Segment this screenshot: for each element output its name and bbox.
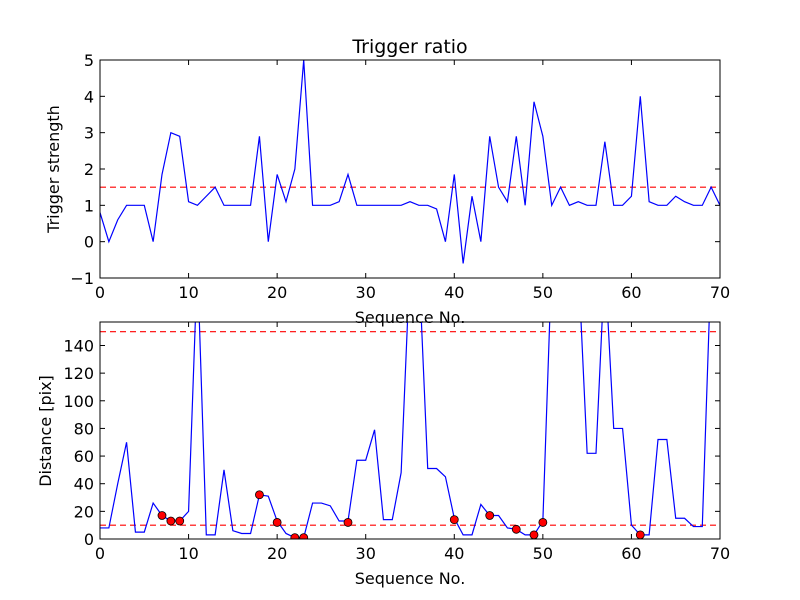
x-tick-label: 30: [356, 283, 376, 302]
data-point: [343, 518, 353, 527]
data-point: [511, 524, 521, 534]
y-tick-label: 20: [74, 502, 94, 521]
x-tick-label: 0: [95, 544, 105, 563]
y-axis-label: Trigger strength: [44, 105, 63, 234]
data-point: [166, 516, 176, 526]
data-point: [175, 516, 185, 526]
x-tick-label: 70: [710, 544, 730, 563]
y-tick-label: 1: [84, 196, 94, 215]
x-tick-label: 60: [621, 544, 641, 563]
y-tick-label: 4: [84, 87, 94, 106]
data-point: [538, 518, 548, 527]
y-axis-label: Distance [pix]: [36, 375, 55, 487]
y-tick-label: 3: [84, 124, 94, 143]
plot-area: [100, 60, 720, 264]
x-tick-label: 50: [533, 544, 553, 563]
y-tick-label: 100: [63, 392, 94, 411]
plot-area: [100, 322, 720, 539]
data-point: [255, 490, 264, 500]
y-tick-label: 80: [74, 419, 94, 438]
chart-title: Trigger ratio: [351, 36, 467, 58]
trigger-ratio-chart: Trigger ratio Sequence No. Trigger stren…: [44, 36, 730, 327]
data-point: [272, 518, 282, 527]
x-tick-label: 60: [621, 283, 641, 302]
x-tick-label: 20: [267, 544, 287, 563]
y-tick-label: 0: [84, 233, 94, 252]
y-tick-label: 60: [74, 447, 94, 466]
x-tick-label: 70: [710, 283, 730, 302]
y-tick-label: 40: [74, 475, 94, 494]
x-tick-label: 10: [178, 544, 198, 563]
x-tick-label: 30: [356, 544, 376, 563]
y-tick-label: 5: [84, 51, 94, 70]
data-point: [157, 511, 167, 520]
x-tick-label: 20: [267, 283, 287, 302]
y-tick-label: 140: [63, 336, 94, 355]
data-point: [529, 530, 539, 539]
x-tick-label: 40: [444, 544, 464, 563]
series-line: [100, 60, 720, 264]
x-tick-label: 40: [444, 283, 464, 302]
x-tick-label: 10: [178, 283, 198, 302]
x-tick-label: 50: [533, 283, 553, 302]
x-tick-label: 0: [95, 283, 105, 302]
y-tick-label: −1: [70, 269, 94, 288]
series-line: [100, 322, 710, 539]
x-axis-label: Sequence No.: [355, 569, 466, 588]
y-tick-label: 0: [84, 530, 94, 549]
y-tick-label: 120: [63, 364, 94, 383]
data-point: [485, 511, 495, 520]
plot-frame: [99, 321, 721, 540]
x-axis-label: Sequence No.: [355, 308, 466, 327]
data-point: [290, 533, 300, 539]
y-tick-label: 2: [84, 160, 94, 179]
distance-chart: Sequence No. Distance [pix] 0 10 20 30 40 50 6…: [36, 321, 730, 588]
data-point: [449, 515, 459, 525]
data-point: [635, 530, 645, 539]
data-point: [299, 533, 309, 539]
